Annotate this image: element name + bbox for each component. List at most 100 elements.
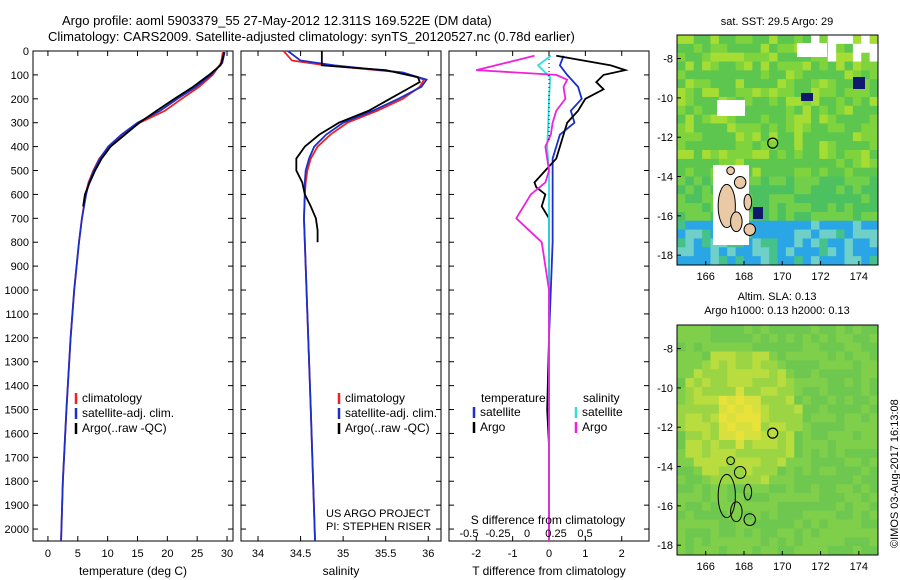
- map-cell: [777, 123, 787, 133]
- map-cell: [769, 132, 778, 142]
- map-cell: [735, 413, 745, 423]
- map-cell: [744, 386, 753, 397]
- map-cell: [727, 35, 737, 45]
- map-cell: [718, 369, 728, 379]
- map-cell: [677, 167, 686, 178]
- map-cell: [727, 378, 737, 388]
- map-cell: [794, 167, 804, 178]
- map-cell: [752, 194, 762, 204]
- map-cell: [802, 96, 812, 107]
- map-cell: [760, 431, 770, 441]
- map-cell: [785, 211, 795, 222]
- y-tick-label: 200: [11, 94, 29, 106]
- map-cell: [819, 510, 829, 521]
- map-cell: [685, 185, 695, 195]
- map-cell: [677, 176, 686, 186]
- map-cell: [819, 247, 829, 257]
- map-cell: [844, 123, 854, 133]
- map-cell: [869, 158, 879, 169]
- map-cell: [710, 537, 720, 547]
- map-cell: [794, 176, 804, 186]
- map-cell: [685, 466, 695, 476]
- map-cell: [794, 150, 804, 160]
- map-cell: [836, 256, 845, 266]
- map-cell: [752, 123, 762, 133]
- map-cell: [852, 457, 862, 468]
- map-cell: [685, 413, 695, 423]
- map-cell: [794, 546, 804, 556]
- map-cell: [811, 141, 820, 151]
- map-cell: [861, 211, 871, 222]
- map-cell: [735, 70, 745, 80]
- map-x-tick-label: 170: [773, 561, 791, 573]
- map-cell: [777, 203, 787, 213]
- map-cell: [727, 457, 737, 468]
- map-cell: [685, 369, 695, 379]
- map-cell: [836, 369, 845, 379]
- map-cell: [794, 519, 804, 529]
- map-cell: [844, 528, 854, 538]
- map-cell: [861, 537, 871, 547]
- map-cell: [718, 519, 728, 529]
- map-cell: [702, 342, 711, 353]
- map-cell: [811, 203, 820, 213]
- map-cell: [819, 185, 829, 195]
- map-cell: [677, 448, 686, 459]
- map-cell: [794, 325, 804, 335]
- map-cell: [710, 342, 720, 353]
- map-cell: [710, 386, 720, 397]
- map-cell: [819, 413, 829, 423]
- map-cell: [811, 194, 820, 204]
- map-cell: [702, 528, 711, 538]
- map-cell: [861, 475, 871, 485]
- map-cell: [861, 546, 871, 556]
- map-cell: [677, 537, 686, 547]
- x-tick-label: -1: [508, 548, 518, 560]
- map-cell: [693, 378, 703, 388]
- map-cell: [827, 158, 837, 169]
- map-cell: [693, 88, 703, 98]
- map-cell: [777, 247, 787, 257]
- map-cell: [769, 61, 778, 71]
- map-cell: [827, 167, 837, 178]
- map-cell: [752, 422, 762, 432]
- map-cell: [869, 378, 879, 388]
- map-cell: [844, 369, 854, 379]
- map-cell: [677, 351, 686, 361]
- map-cell: [827, 79, 837, 89]
- map-cell: [852, 386, 862, 397]
- map-cell: [852, 176, 862, 186]
- map-cell: [794, 351, 804, 361]
- y-tick-label: 700: [11, 213, 29, 225]
- map-cell: [794, 395, 804, 406]
- map-cell: [827, 484, 837, 494]
- map-cell: [819, 457, 829, 468]
- map-cell: [861, 510, 871, 521]
- map-cell: [861, 457, 871, 468]
- map-cell: [785, 256, 795, 266]
- map-cell: [752, 256, 762, 266]
- map-cell: [777, 360, 787, 370]
- map-cell: [861, 256, 871, 266]
- map-cell: [718, 484, 728, 494]
- map-cell: [718, 256, 728, 266]
- map-cell: [752, 325, 762, 335]
- map-cell: [777, 475, 787, 485]
- map-cell: [836, 61, 845, 71]
- map-cell: [760, 61, 770, 71]
- map-cell: [794, 105, 804, 116]
- map-cell: [861, 35, 871, 45]
- map-cell: [827, 238, 837, 248]
- map-cell: [735, 256, 745, 266]
- map-cell: [836, 501, 845, 512]
- map-cell: [836, 105, 845, 116]
- map-cell: [836, 158, 845, 169]
- map-cell: [811, 114, 820, 124]
- map-cell: [836, 238, 845, 248]
- map-cell: [777, 395, 787, 406]
- map-cell: [802, 325, 812, 335]
- map-cell: [844, 238, 854, 248]
- island-outline: [726, 456, 735, 466]
- map-cell: [777, 510, 787, 521]
- map-cell: [861, 70, 871, 80]
